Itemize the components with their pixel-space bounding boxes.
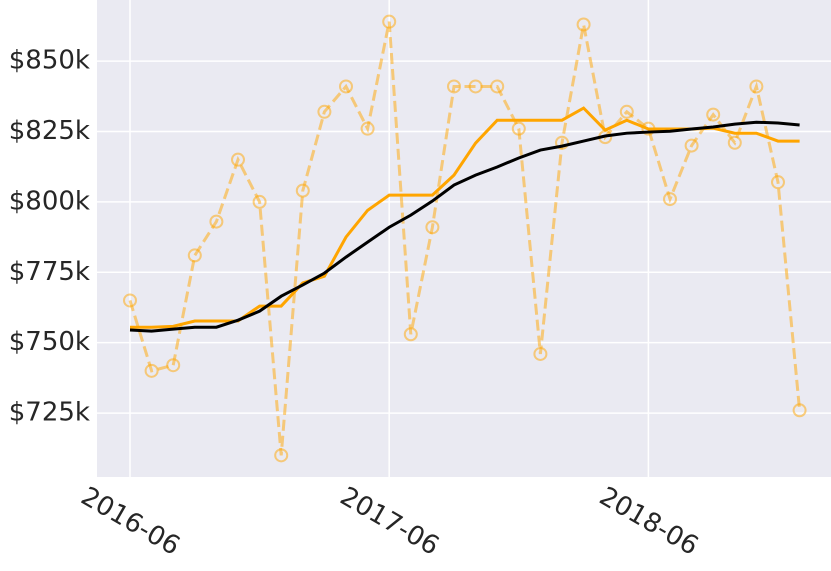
- point: [209, 214, 224, 229]
- y-tick-label: $750k: [9, 327, 90, 357]
- line: [128, 21, 802, 456]
- point: [144, 363, 159, 378]
- y-tick-label: $800k: [9, 186, 90, 216]
- y-tick-label: $725k: [9, 398, 90, 428]
- point: [231, 152, 245, 167]
- point: [425, 220, 440, 235]
- point: [360, 121, 375, 136]
- point: [576, 17, 591, 32]
- point: [339, 79, 353, 94]
- point: [771, 175, 785, 190]
- x-tick-label: 2016-06: [76, 481, 185, 561]
- point: [274, 448, 289, 463]
- point: [317, 104, 332, 119]
- point: [252, 194, 267, 209]
- point: [555, 135, 569, 150]
- point: [403, 327, 418, 342]
- point: [295, 183, 310, 198]
- point: [533, 346, 548, 361]
- x-tick-label: 2018-06: [594, 481, 703, 561]
- point: [468, 79, 483, 94]
- y-tick-label: $825k: [9, 116, 90, 146]
- point: [123, 293, 137, 308]
- y-tick-label: $850k: [9, 46, 90, 76]
- point: [619, 104, 634, 119]
- point: [382, 14, 397, 29]
- plot-area: [97, 0, 831, 477]
- line: [129, 120, 800, 333]
- point: [684, 138, 699, 153]
- point: [490, 79, 505, 94]
- point: [166, 358, 181, 373]
- point: [706, 107, 721, 122]
- x-tick-label: 2017-06: [335, 481, 444, 561]
- point: [187, 248, 202, 263]
- point: [727, 135, 742, 150]
- point: [749, 79, 764, 94]
- point: [663, 192, 677, 207]
- y-tick-label: $775k: [9, 257, 90, 287]
- point: [792, 403, 807, 418]
- point: [511, 121, 526, 136]
- point: [447, 79, 461, 94]
